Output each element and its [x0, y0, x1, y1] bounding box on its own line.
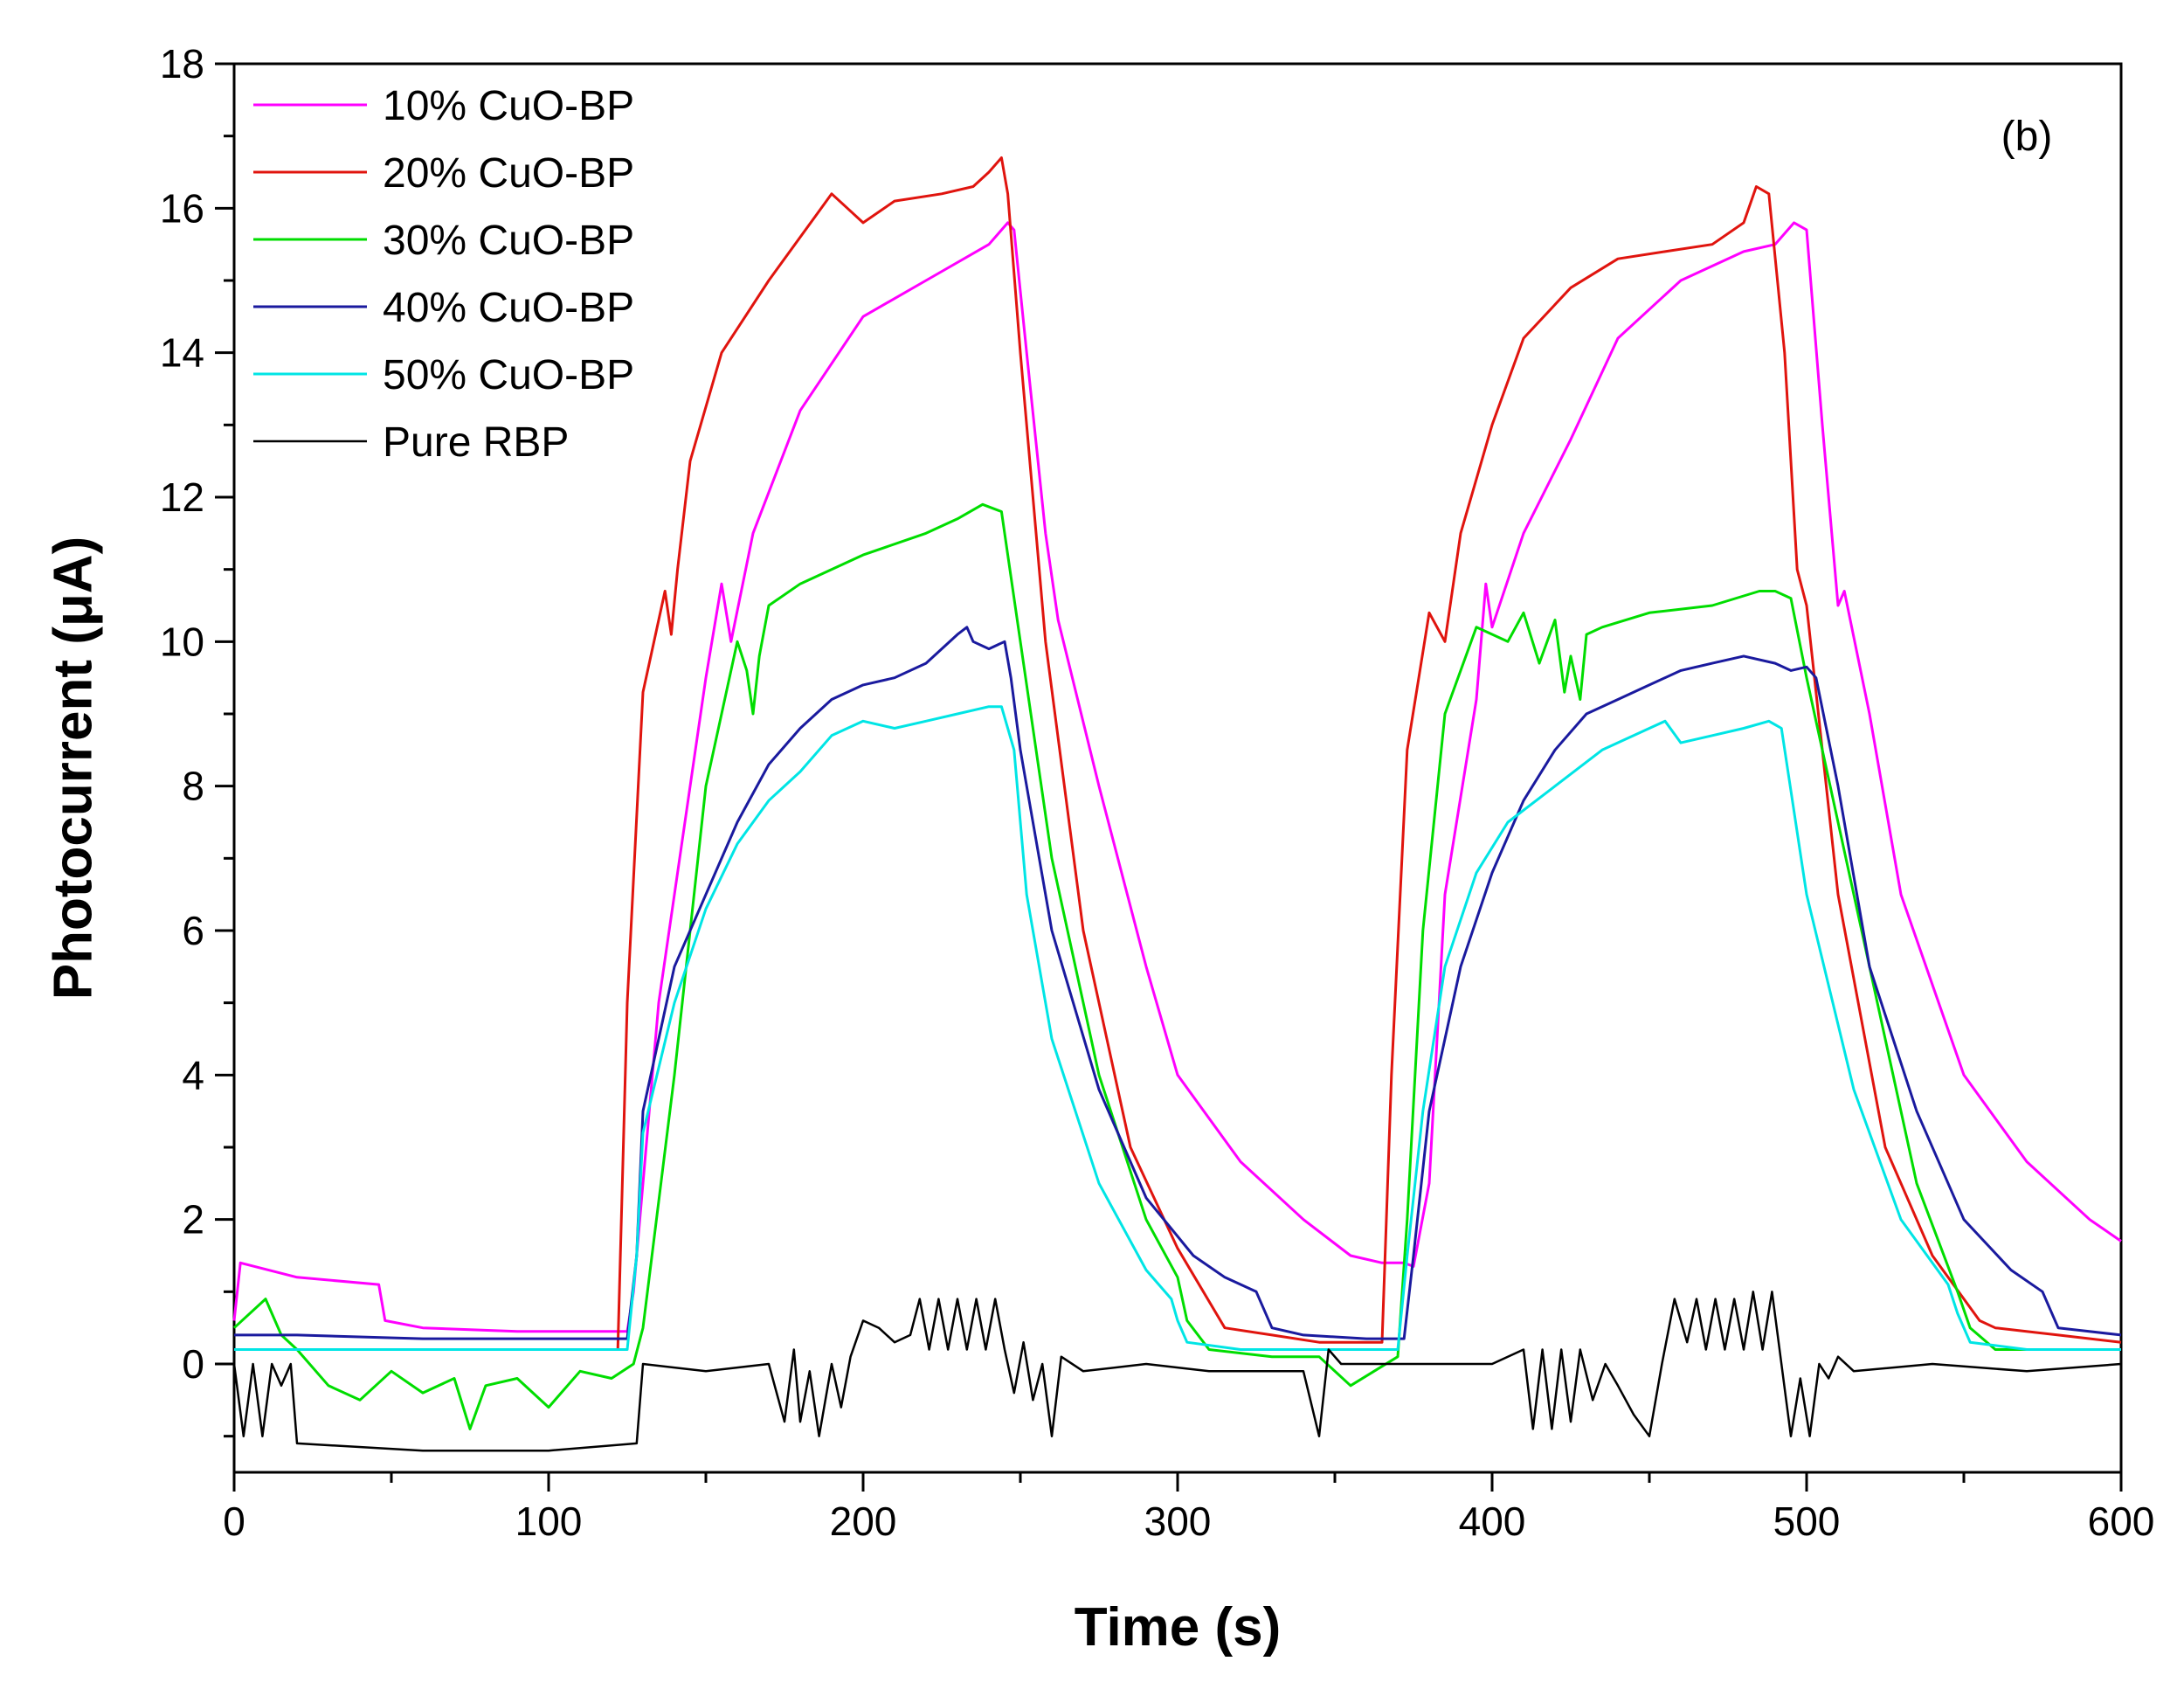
- series-line-50-cuo-bp: [234, 705, 2121, 1351]
- x-axis: 0 100 200 300 400 500 600: [223, 1472, 2154, 1544]
- series-line-30-cuo-bp: [232, 502, 2121, 1430]
- series-line-10-cuo-bp: [232, 221, 2122, 1333]
- x-tick-label: 300: [1144, 1499, 1212, 1544]
- legend-item: 30% CuO-BP: [253, 218, 634, 264]
- y-tick-label: 12: [160, 474, 204, 520]
- x-tick-label: 600: [2088, 1499, 2155, 1544]
- legend-item: 40% CuO-BP: [253, 285, 634, 331]
- panel-label: (b): [2001, 114, 2053, 160]
- y-tick-label: 2: [182, 1197, 204, 1243]
- legend-label: Pure RBP: [383, 419, 569, 466]
- legend-label: 20% CuO-BP: [383, 150, 634, 197]
- y-tick-label: 4: [182, 1052, 204, 1097]
- y-tick-label: 10: [160, 619, 204, 664]
- y-tick-label: 6: [182, 908, 204, 953]
- y-tick-label: 0: [182, 1341, 204, 1387]
- legend-item: 10% CuO-BP: [253, 83, 634, 129]
- y-axis-title: Photocurrent (μA): [43, 536, 103, 1000]
- x-tick-label: 0: [223, 1499, 245, 1544]
- series-layer: [232, 156, 2122, 1452]
- y-tick-label: 18: [160, 41, 204, 87]
- legend-item: Pure RBP: [253, 419, 569, 466]
- y-tick-label: 8: [182, 764, 204, 809]
- legend-label: 40% CuO-BP: [383, 285, 634, 331]
- x-tick-label: 500: [1773, 1499, 1841, 1544]
- series-line-40-cuo-bp: [234, 626, 2122, 1340]
- y-axis: 0 2 4 6 8 10 12 14 16 18: [160, 41, 234, 1438]
- legend: 10% CuO-BP 20% CuO-BP 30% CuO-BP 40% CuO-BP…: [253, 83, 634, 466]
- y-tick-label: 16: [160, 185, 204, 231]
- x-tick-label: 200: [830, 1499, 897, 1544]
- y-tick-label: 14: [160, 330, 204, 376]
- series-line-pure-rbp: [232, 1291, 2122, 1452]
- legend-item: 50% CuO-BP: [253, 352, 634, 398]
- x-tick-label: 400: [1459, 1499, 1526, 1544]
- x-tick-label: 100: [515, 1499, 583, 1544]
- legend-label: 30% CuO-BP: [383, 218, 634, 264]
- series-line-20-cuo-bp: [234, 156, 2122, 1351]
- x-axis-title: Time (s): [1075, 1597, 1282, 1658]
- legend-label: 10% CuO-BP: [383, 83, 634, 129]
- legend-label: 50% CuO-BP: [383, 352, 634, 398]
- legend-item: 20% CuO-BP: [253, 150, 634, 197]
